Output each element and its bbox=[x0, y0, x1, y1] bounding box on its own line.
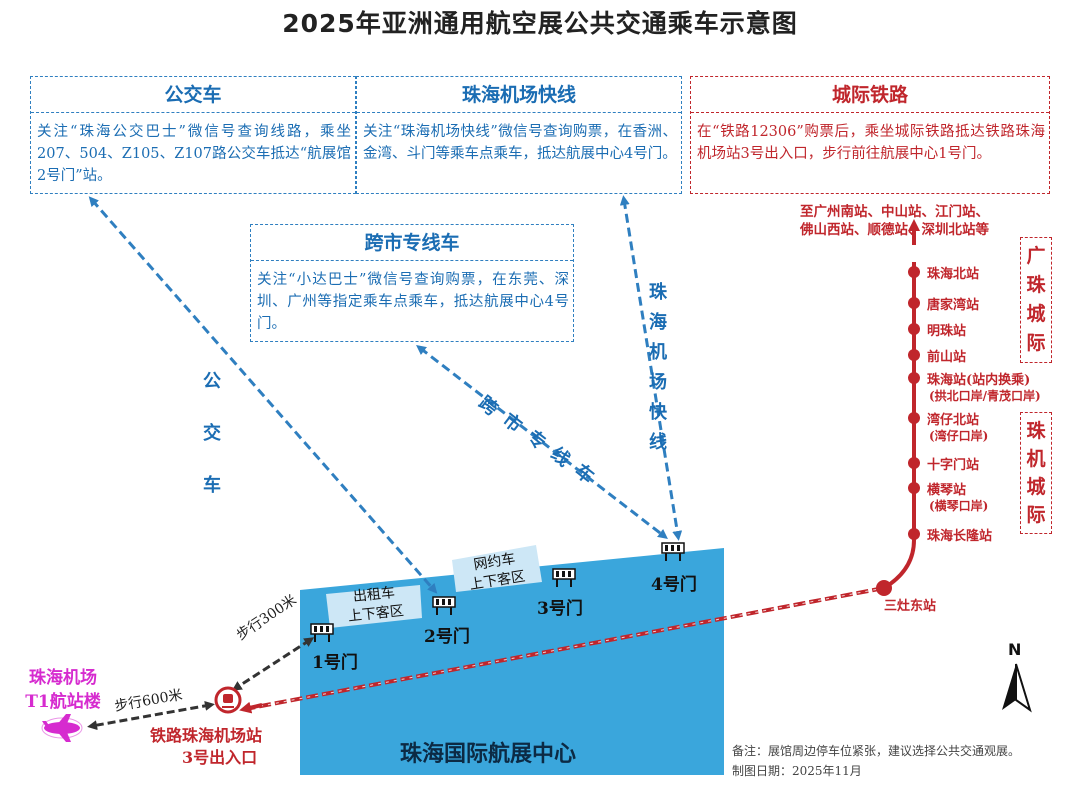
rail-station-label: 明珠站 bbox=[927, 324, 967, 339]
airplane-icon bbox=[41, 714, 83, 742]
rail-station-dots bbox=[908, 266, 920, 540]
compass-label: N bbox=[1008, 640, 1022, 659]
rail-destinations-line2: 佛山西站、顺德站、深圳北站等 bbox=[800, 222, 989, 238]
rail-line-vertical bbox=[882, 262, 916, 590]
north-arrow-icon bbox=[1002, 663, 1032, 713]
walk-to-terminal-arrow bbox=[87, 700, 215, 731]
bus-route-char: 交 bbox=[203, 423, 221, 444]
line-guangzhu-char: 珠 bbox=[1026, 274, 1046, 296]
rail-station-dot bbox=[908, 323, 920, 335]
bus-route-char: 车 bbox=[203, 475, 221, 496]
terminal-line1: 珠海机场 bbox=[29, 668, 97, 688]
bus-description: 关注“珠海公交巴士”微信号查询线路，乘坐207、504、Z105、Z107路公交… bbox=[37, 124, 351, 184]
map-title: 2025年亚洲通用航空展公共交通乘车示意图 bbox=[282, 9, 798, 38]
rail-station-label: 十字门站 bbox=[927, 458, 980, 473]
intercity-rail-description: 在“铁路12306”购票后，乘坐城际铁路抵达铁路珠海机场站3号出入口，步行前往航… bbox=[697, 124, 1045, 162]
gate-4-label: 4号门 bbox=[651, 575, 697, 595]
airport-express-route-char: 场 bbox=[649, 372, 667, 393]
airport-express-route-char: 海 bbox=[649, 312, 667, 333]
airport-express-route-char: 机 bbox=[649, 342, 667, 363]
venue-name: 珠海国际航展中心 bbox=[400, 741, 577, 767]
rail-station-sublabel: (湾仔口岸) bbox=[929, 429, 989, 443]
rail-station-dot bbox=[908, 528, 920, 540]
rail-station-label: 唐家湾站 bbox=[927, 298, 980, 313]
intercity-rail-heading: 城际铁路 bbox=[691, 77, 1049, 113]
airport-express-info-box: 珠海机场快线 关注“珠海机场快线”微信号查询购票，在香洲、金湾、斗门等乘车点乘车… bbox=[356, 76, 682, 194]
gate-3-label: 3号门 bbox=[537, 599, 583, 619]
gate-icon bbox=[661, 542, 685, 561]
rail-station-label: 前山站 bbox=[927, 350, 967, 365]
airport-express-description: 关注“珠海机场快线”微信号查询购票，在香洲、金湾、斗门等乘车点乘车，抵达航展中心… bbox=[363, 124, 677, 162]
rail-station-dot bbox=[908, 349, 920, 361]
airport-express-heading: 珠海机场快线 bbox=[357, 77, 681, 113]
sanzao-station-label: 三灶东站 bbox=[884, 599, 937, 614]
intercity-rail-info-box: 城际铁路 在“铁路12306”购票后，乘坐城际铁路抵达铁路珠海机场站3号出入口，… bbox=[690, 76, 1050, 194]
rail-station-dot bbox=[908, 412, 920, 424]
rail-station-label: 珠海长隆站 bbox=[927, 529, 993, 544]
line-zhuji-char: 珠 bbox=[1026, 420, 1046, 442]
line-guangzhu-char: 城 bbox=[1026, 303, 1046, 325]
taxi-zone-label: 出租车 上下客区 bbox=[338, 582, 412, 627]
rail-station-sublabel: (拱北口岸/青茂口岸) bbox=[929, 389, 1041, 403]
taxi-zone-shape bbox=[326, 585, 422, 628]
rail-station-label: 珠海站(站内换乘) bbox=[927, 373, 1031, 388]
line-guangzhu-char: 际 bbox=[1026, 332, 1046, 354]
terminal-label: 珠海机场 T1航站楼 bbox=[16, 666, 110, 714]
rail-station-dot bbox=[908, 297, 920, 309]
line-zhuji-char: 城 bbox=[1026, 476, 1046, 498]
line-label-guangzhu: 广珠城际 bbox=[1020, 237, 1052, 363]
date-note: 制图日期：2025年11月 bbox=[732, 764, 862, 778]
rail-station-dot bbox=[908, 372, 920, 384]
rail-station-label: 湾仔北站 bbox=[927, 413, 980, 428]
airport-express-route-char: 珠 bbox=[649, 282, 667, 303]
rail-station-dot bbox=[908, 266, 920, 278]
airport-express-route-label: 珠海机场快线 bbox=[646, 278, 670, 458]
remark-note: 备注：展馆周边停车位紧张，建议选择公共交通观展。 bbox=[732, 744, 1021, 758]
gate-icon bbox=[310, 623, 334, 642]
train-station-icon bbox=[214, 686, 242, 714]
airport-express-route-char: 快 bbox=[649, 402, 667, 423]
bus-info-box: 公交车 关注“珠海公交巴士”微信号查询线路，乘坐207、504、Z105、Z10… bbox=[30, 76, 356, 194]
bus-route-label: 公交车 bbox=[200, 356, 224, 512]
rail-station-sublabel: (横琴口岸) bbox=[929, 499, 989, 513]
bus-heading: 公交车 bbox=[31, 77, 355, 113]
rail-station-dot bbox=[908, 482, 920, 494]
cross-city-route-arrow bbox=[416, 344, 668, 540]
bus-route-char: 公 bbox=[203, 371, 221, 392]
airport-express-route-char: 线 bbox=[649, 432, 667, 453]
rail-station-dot bbox=[908, 457, 920, 469]
gate-icon bbox=[552, 568, 576, 587]
rail-destinations-line1: 至广州南站、中山站、江门站、 bbox=[800, 204, 989, 220]
line-label-zhuji: 珠机城际 bbox=[1020, 412, 1052, 534]
gate-2-label: 2号门 bbox=[424, 627, 470, 647]
line-zhuji-char: 际 bbox=[1026, 504, 1046, 526]
rail-station-label: 横琴站 bbox=[927, 483, 967, 498]
gate-1-label: 1号门 bbox=[312, 653, 358, 673]
walk-to-gate1-arrow bbox=[231, 637, 315, 691]
line-guangzhu-char: 广 bbox=[1026, 245, 1046, 267]
ridehail-zone-shape bbox=[452, 545, 542, 592]
airport-station-label-line1: 铁路珠海机场站 bbox=[150, 726, 263, 745]
line-zhuji-char: 机 bbox=[1026, 448, 1046, 470]
sanzao-station-dot bbox=[876, 580, 892, 596]
terminal-line2: T1航站楼 bbox=[25, 692, 101, 712]
rail-station-label: 珠海北站 bbox=[927, 267, 980, 282]
bus-route-arrow bbox=[88, 196, 438, 594]
rail-arrow-airport bbox=[239, 701, 263, 714]
gate-icon bbox=[432, 596, 456, 615]
airport-station-label-line2: 3号出入口 bbox=[182, 748, 258, 767]
